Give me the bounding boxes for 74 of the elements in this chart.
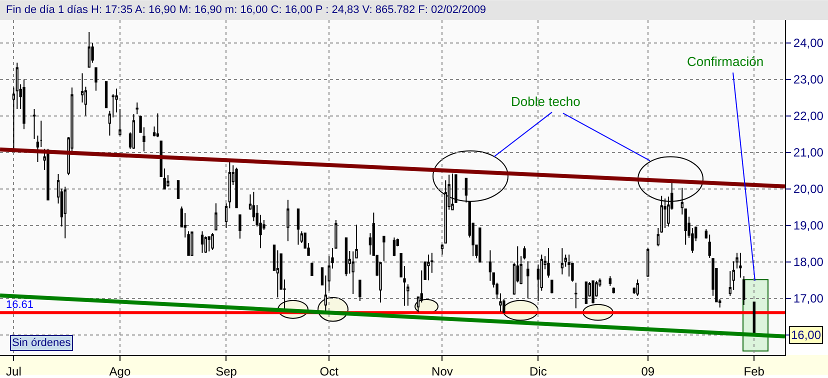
candlestick bbox=[488, 250, 492, 282]
y-tick-label: 17,00 bbox=[793, 292, 824, 306]
candlestick bbox=[560, 248, 564, 275]
x-tick-label: Oct bbox=[320, 364, 340, 378]
y-tick-label: 19,00 bbox=[793, 218, 824, 233]
candlestick bbox=[608, 276, 612, 287]
candlestick bbox=[427, 254, 430, 281]
candlestick bbox=[382, 236, 386, 262]
candlestick bbox=[742, 276, 746, 306]
x-tick-label: Feb bbox=[744, 364, 765, 378]
candlestick bbox=[464, 178, 468, 203]
candlestick bbox=[584, 282, 588, 304]
candlestick bbox=[118, 108, 122, 136]
candlestick bbox=[664, 198, 666, 229]
candlestick bbox=[358, 280, 362, 302]
candlestick bbox=[132, 114, 136, 150]
candlestick bbox=[22, 78, 26, 130]
chart-title: Fin de día 1 días H: 17:35 A: 16,90 M: 16,90 m: 16,00 C: 16,00 P : 24,83 V: 865.782 F: 02/02/2009 bbox=[6, 4, 486, 16]
y-tick-label: 22,00 bbox=[793, 109, 824, 124]
candlestick bbox=[680, 187, 684, 215]
x-tick-label: Sep bbox=[216, 364, 238, 378]
candlestick bbox=[636, 278, 639, 296]
candlestick bbox=[526, 260, 530, 299]
candlestick bbox=[440, 244, 444, 256]
annotation: Confirmación bbox=[687, 54, 764, 69]
candlestick bbox=[204, 236, 208, 254]
y-tick-label: 21,00 bbox=[793, 146, 824, 160]
candlestick bbox=[104, 81, 108, 108]
candlestick bbox=[592, 280, 594, 304]
x-tick-label: Dic bbox=[530, 364, 547, 378]
candlestick bbox=[200, 230, 204, 254]
candlestick bbox=[32, 108, 36, 140]
y-tick-label: 20,00 bbox=[793, 182, 824, 196]
candlestick bbox=[550, 280, 554, 294]
annotation: Sin órdenes bbox=[12, 337, 72, 349]
candlestick bbox=[574, 282, 578, 309]
candlestick bbox=[88, 32, 90, 68]
y-tick-label: 23,00 bbox=[793, 72, 824, 87]
candlestick bbox=[568, 254, 570, 278]
x-tick-label: Jul bbox=[6, 364, 22, 378]
candlestick bbox=[46, 148, 50, 200]
candlestick bbox=[190, 232, 194, 256]
y-tick-label: 24,00 bbox=[793, 36, 824, 50]
candlestick bbox=[392, 236, 396, 257]
candlestick bbox=[286, 199, 290, 242]
y-tick-label: 18,00 bbox=[793, 255, 824, 270]
candlestick bbox=[296, 208, 300, 246]
candlestick bbox=[656, 228, 660, 247]
x-tick-label: 09 bbox=[641, 364, 655, 378]
candlestick bbox=[94, 67, 98, 92]
candlestick bbox=[211, 232, 214, 250]
candlestick bbox=[547, 248, 550, 278]
candlestick bbox=[612, 286, 615, 294]
candlestick bbox=[739, 252, 742, 278]
candlestick bbox=[214, 202, 218, 230]
candlestick bbox=[344, 237, 348, 277]
candlestick bbox=[136, 102, 138, 115]
candlestick bbox=[660, 195, 663, 234]
candlestick bbox=[310, 262, 314, 276]
candlestick bbox=[478, 228, 482, 264]
candlestick bbox=[64, 186, 66, 239]
candlestick bbox=[176, 180, 180, 199]
x-tick-label: Ago bbox=[109, 364, 131, 378]
candlestick bbox=[238, 214, 242, 240]
x-tick-label: Nov bbox=[432, 364, 453, 378]
candlestick bbox=[451, 173, 454, 210]
candlestick bbox=[646, 247, 650, 278]
candlestick bbox=[208, 236, 210, 252]
candlestick bbox=[156, 112, 160, 138]
annotation: Doble techo bbox=[511, 94, 580, 109]
candlestick bbox=[684, 208, 687, 246]
text: 16,00 bbox=[791, 328, 822, 342]
ref-line-label: 16.61 bbox=[6, 299, 34, 311]
candlestick bbox=[235, 167, 238, 208]
